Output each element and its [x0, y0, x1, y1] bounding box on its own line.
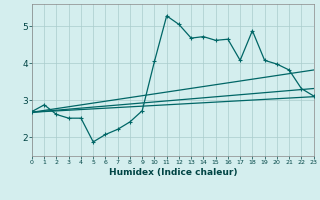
X-axis label: Humidex (Indice chaleur): Humidex (Indice chaleur)	[108, 168, 237, 177]
